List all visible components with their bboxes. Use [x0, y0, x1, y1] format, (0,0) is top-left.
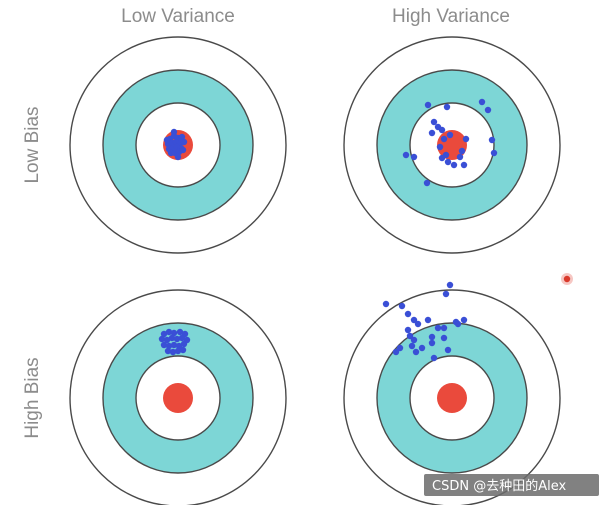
hit-dot: [444, 346, 452, 354]
row-title-high-bias: High Bias: [22, 357, 43, 438]
hit-dot: [178, 334, 186, 342]
hit-dot: [165, 342, 173, 350]
hit-dot: [170, 128, 178, 136]
hit-dot: [160, 341, 168, 349]
hit-dot: [488, 136, 496, 144]
hit-dot: [175, 342, 183, 350]
hit-dot: [179, 146, 187, 154]
hit-dot: [424, 101, 432, 109]
hit-dot: [428, 129, 436, 137]
hit-dot: [180, 340, 188, 348]
hit-dot: [396, 344, 404, 352]
hit-dot: [174, 153, 182, 161]
hit-dot: [410, 153, 418, 161]
hit-dot: [412, 348, 420, 356]
hit-dot: [168, 334, 176, 342]
hit-dot: [484, 106, 492, 114]
hit-dot: [402, 151, 410, 159]
hit-dot: [442, 290, 450, 298]
hit-dot: [443, 103, 451, 111]
hit-dot: [163, 136, 171, 144]
hit-dot: [458, 147, 466, 155]
column-title-low-variance: Low Variance: [121, 6, 235, 27]
watermark: CSDN @去种田的Alex: [424, 474, 599, 496]
hit-dot: [446, 281, 454, 289]
row-title-low-bias: Low Bias: [22, 106, 43, 183]
hit-dot: [438, 126, 446, 134]
hit-dot: [424, 316, 432, 324]
cursor-indicator: [561, 273, 573, 285]
hit-dot: [454, 320, 462, 328]
hit-dot: [460, 316, 468, 324]
hit-dot: [179, 346, 187, 354]
hit-dot: [410, 336, 418, 344]
hit-dot: [173, 335, 181, 343]
hit-dot: [450, 161, 458, 169]
hit-dot: [444, 158, 452, 166]
hit-dot: [434, 324, 442, 332]
bullseye: [163, 383, 193, 413]
target-high-bias-high-variance: [343, 281, 561, 505]
hit-dot: [165, 328, 173, 336]
hit-dot: [408, 342, 416, 350]
hit-dot: [164, 347, 172, 355]
hit-dot: [440, 135, 448, 143]
bullseye: [437, 383, 467, 413]
target-low-bias-low-variance: [69, 36, 287, 254]
column-title-high-variance: High Variance: [392, 6, 510, 27]
hit-dot: [410, 316, 418, 324]
hit-dot: [178, 133, 186, 141]
hit-dot: [169, 348, 177, 356]
hit-dot: [174, 347, 182, 355]
hit-dot: [430, 354, 438, 362]
hit-dot: [170, 341, 178, 349]
hit-dot: [428, 333, 436, 341]
target-high-bias-low-variance: [69, 289, 287, 505]
hit-dot: [440, 334, 448, 342]
hit-dot: [478, 98, 486, 106]
hit-dot: [436, 143, 444, 151]
hit-dot: [490, 149, 498, 157]
hit-dot: [158, 335, 166, 343]
hit-dot: [404, 310, 412, 318]
hit-dot: [446, 131, 454, 139]
hit-dot: [418, 344, 426, 352]
hit-dot: [438, 154, 446, 162]
hit-dot: [392, 348, 400, 356]
hit-dot: [428, 339, 436, 347]
hit-dot: [170, 329, 178, 337]
hit-dot: [176, 328, 184, 336]
hit-dot: [160, 330, 168, 338]
hit-dot: [398, 302, 406, 310]
hit-dot: [404, 326, 412, 334]
hit-dot: [460, 161, 468, 169]
hit-dot: [440, 324, 448, 332]
hit-dot: [382, 300, 390, 308]
hit-dot: [430, 118, 438, 126]
hit-dot: [423, 179, 431, 187]
hit-dot: [406, 332, 414, 340]
hit-dot: [163, 336, 171, 344]
hit-dot: [414, 320, 422, 328]
target-low-bias-high-variance: [343, 36, 561, 254]
hit-dot: [462, 135, 470, 143]
hit-dot: [180, 138, 188, 146]
watermark-text: CSDN @去种田的Alex: [432, 478, 566, 494]
hit-dot: [456, 153, 464, 161]
